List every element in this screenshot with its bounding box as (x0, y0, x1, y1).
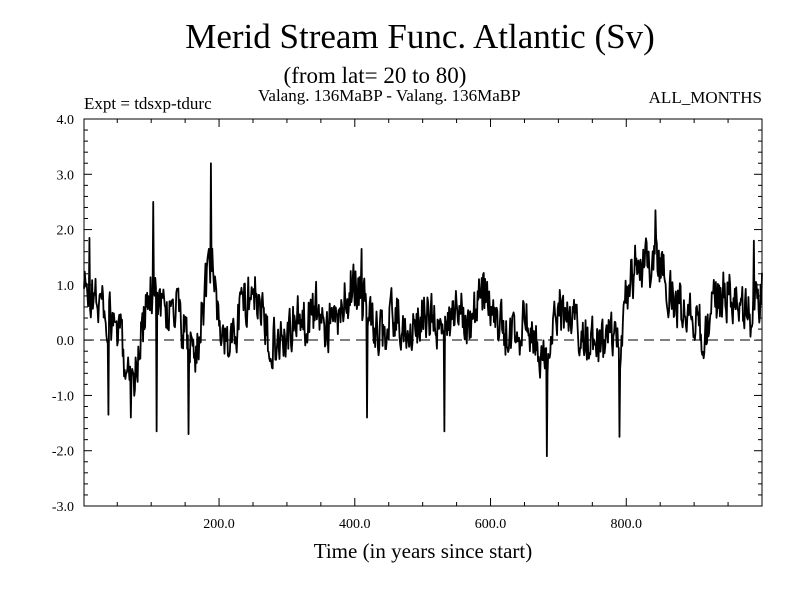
y-tick-label: -1.0 (52, 389, 74, 404)
x-tick-label: 200.0 (203, 517, 235, 532)
series-line (83, 162, 763, 458)
y-tick-label: 4.0 (57, 113, 75, 128)
y-tick-label: 2.0 (57, 224, 75, 239)
x-axis-label: Time (in years since start) (314, 539, 533, 563)
y-axis: 4.0 3.0 2.0 1.0 0.0 -1.0 -2.0 -3.0 (52, 113, 762, 515)
experiment-label: Expt = tdsxp-tdurc (84, 94, 212, 113)
x-tick-label: 600.0 (475, 517, 507, 532)
y-tick-label: 3.0 (57, 168, 75, 183)
comparison-label: Valang. 136MaBP - Valang. 136MaBP (258, 86, 521, 105)
x-axis: 200.0 400.0 600.0 800.0 (116, 119, 729, 532)
y-tick-label: 1.0 (57, 279, 75, 294)
y-tick-label: -2.0 (52, 445, 74, 460)
chart-title: Merid Stream Func. Atlantic (Sv) (185, 17, 655, 56)
period-label: ALL_MONTHS (649, 88, 762, 107)
x-tick-label: 800.0 (611, 517, 643, 532)
chart-subtitle: (from lat= 20 to 80) (284, 63, 467, 88)
x-tick-label: 400.0 (339, 517, 371, 532)
y-tick-label: -3.0 (52, 500, 74, 515)
y-tick-label: 0.0 (57, 334, 75, 349)
